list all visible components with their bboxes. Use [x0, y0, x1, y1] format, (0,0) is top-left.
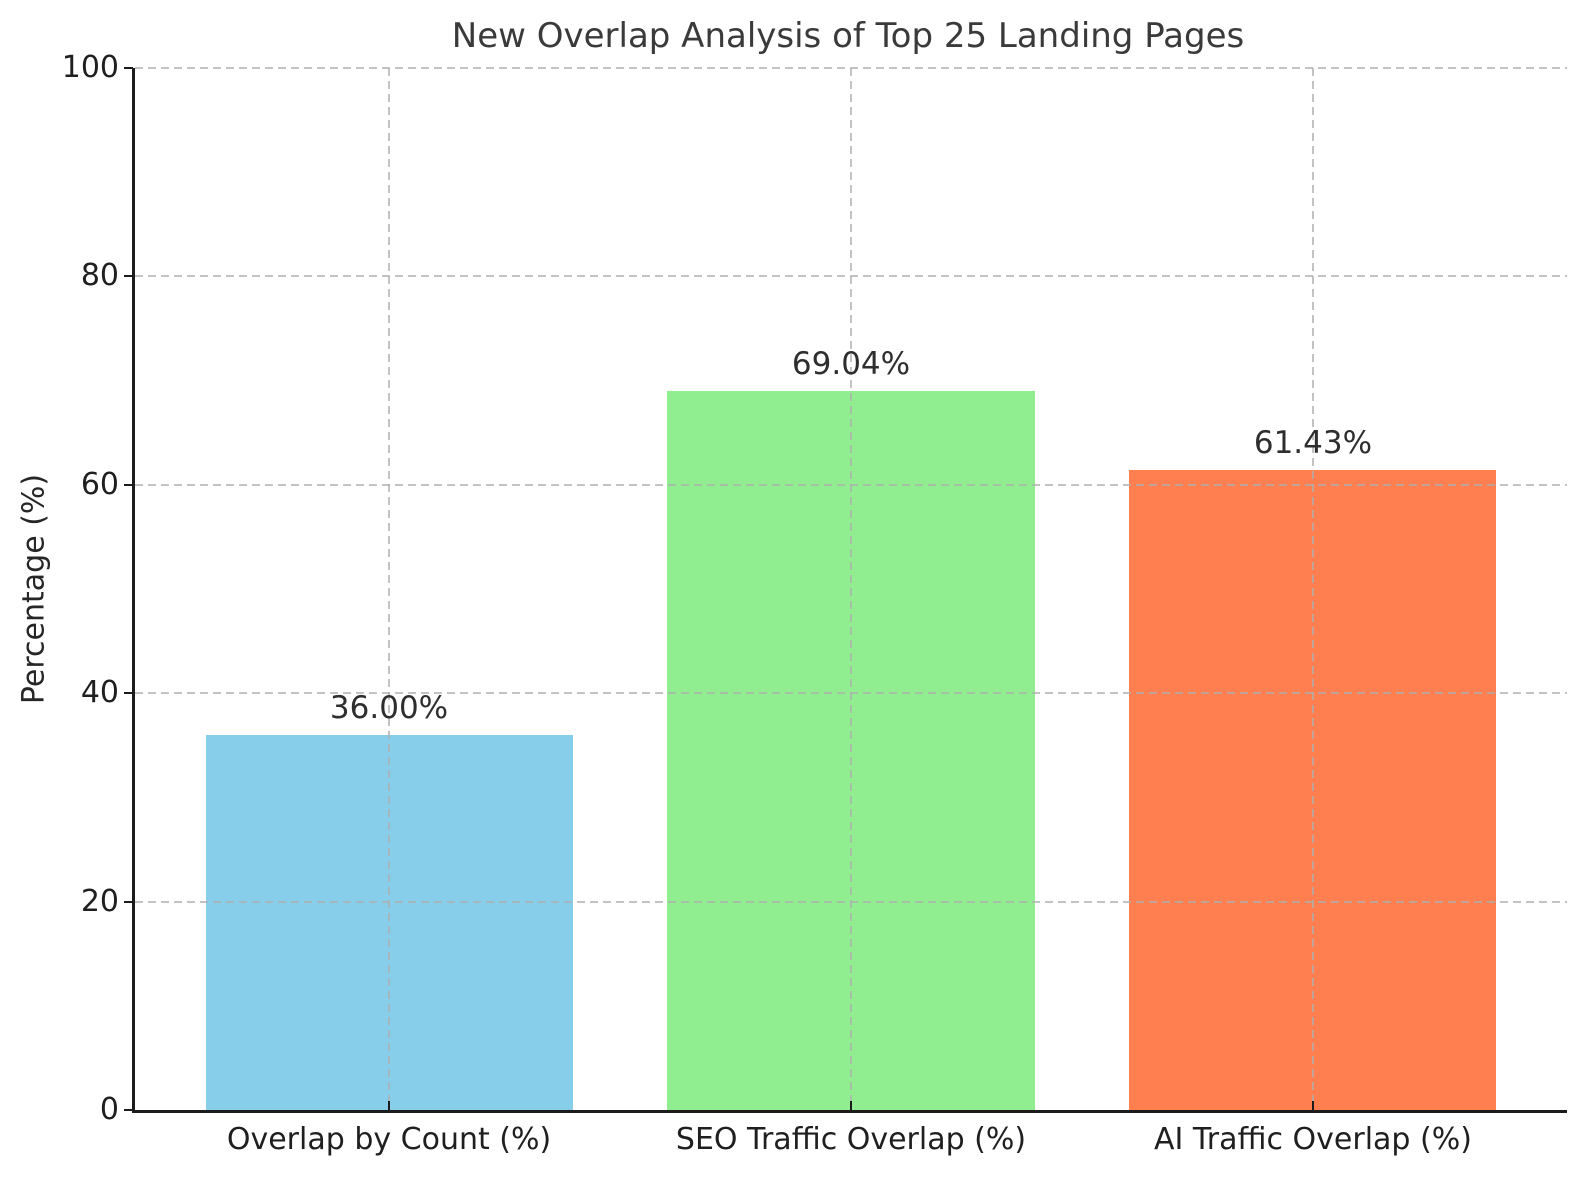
- y-tick-label: 20: [80, 883, 119, 919]
- bar-value-label: 69.04%: [791, 345, 911, 382]
- x-tick-label: Overlap by Count (%): [226, 1122, 552, 1157]
- bar-value-label: 36.00%: [329, 689, 449, 726]
- x-tick-mark: [388, 1101, 391, 1110]
- chart-title: New Overlap Analysis of Top 25 Landing P…: [451, 16, 1245, 56]
- y-tick-mark: [124, 692, 133, 695]
- bar-value-label: 61.43%: [1253, 424, 1373, 461]
- y-tick-label: 0: [99, 1092, 119, 1127]
- y-tick-mark: [124, 1109, 133, 1111]
- y-tick-mark: [124, 275, 133, 278]
- x-tick-label: AI Traffic Overlap (%): [1153, 1122, 1472, 1157]
- horizontal-gridline: [135, 275, 1567, 278]
- y-tick-label: 60: [80, 466, 119, 502]
- y-tick-mark: [124, 67, 133, 69]
- plot-area: 0 20 40 60 80 100 36.00% Overlap by Count (%) 69…: [62, 53, 1567, 1157]
- y-tick-label: 100: [61, 50, 119, 85]
- x-tick-label: SEO Traffic Overlap (%): [675, 1122, 1027, 1157]
- x-tick-mark: [1311, 1101, 1314, 1110]
- x-tick-mark: [850, 1101, 852, 1110]
- y-axis-label: Percentage (%): [16, 473, 52, 705]
- y-tick-mark: [124, 900, 133, 903]
- bar-3: [1129, 469, 1497, 1110]
- horizontal-gridline: [135, 67, 1567, 69]
- y-tick-mark: [124, 483, 133, 486]
- bar-1: [205, 734, 573, 1110]
- y-tick-label: 80: [80, 258, 119, 294]
- bar-2: [667, 390, 1035, 1110]
- y-tick-label: 40: [80, 675, 119, 711]
